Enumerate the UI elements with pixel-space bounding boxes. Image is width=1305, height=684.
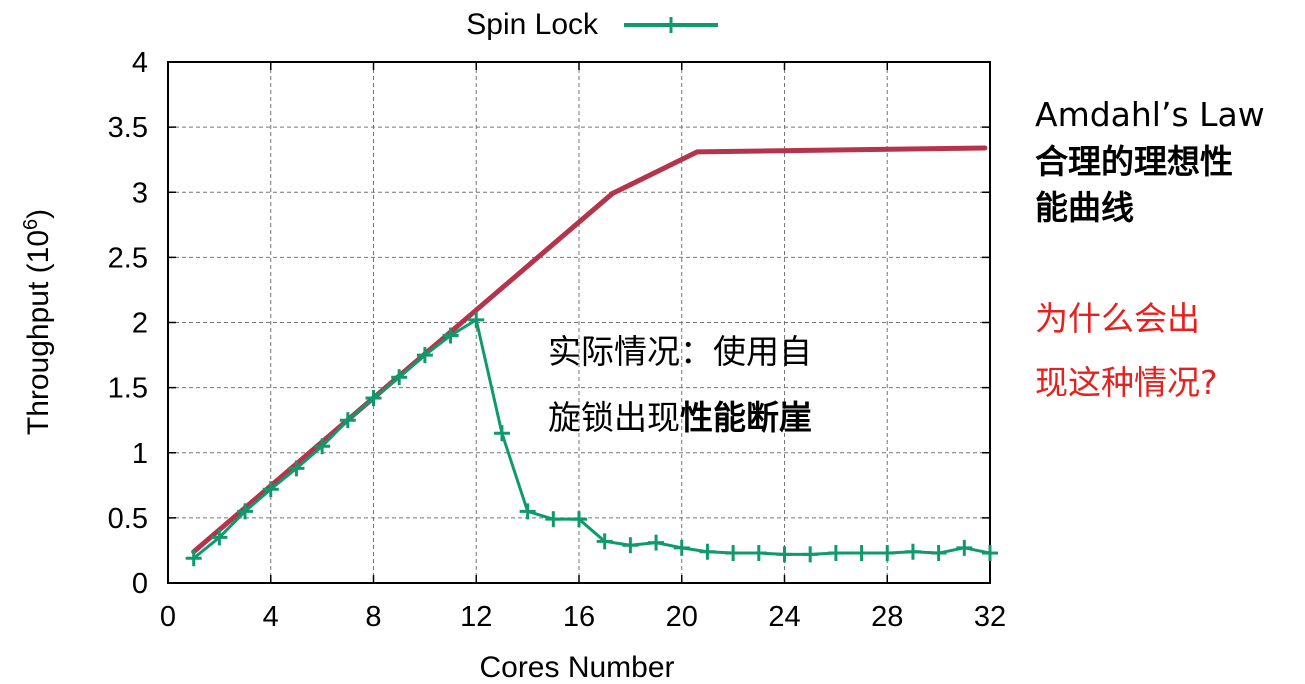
annotation-line-2-normal: 旋锁出现 [548,398,680,437]
question-line-2: 现这种情况? [1035,363,1218,402]
y-tick-label: 2 [132,308,148,340]
spin-lock-point [956,539,973,556]
spin-lock-point [288,460,305,477]
spin-lock-point [648,534,665,551]
question-line-1: 为什么会出 [1035,299,1200,338]
spin-lock-point [468,311,485,328]
spin-lock-point [853,545,870,562]
axes [167,61,991,584]
y-tick-label: 1.5 [108,373,148,405]
spin-lock-point [365,390,382,407]
spin-lock-point [827,545,844,562]
spin-lock-point [314,438,331,455]
spin-lock-point [982,545,998,562]
plot-series [185,145,998,567]
spin-lock-point [802,546,819,563]
annotation-line-2: 旋锁出现性能断崖 [548,398,812,437]
x-tick-label: 8 [365,601,381,633]
spin-lock-point [750,545,767,562]
spin-lock-point [930,545,947,562]
x-tick-label: 16 [563,601,595,633]
spin-lock-point [416,347,433,364]
x-tick-label: 28 [871,601,903,633]
x-tick-label: 4 [263,601,279,633]
spin-lock-point [262,481,279,498]
ideal-curve-note-2: 能曲线 [1035,188,1134,227]
spin-lock-point [519,503,536,520]
spin-lock-point [699,543,716,560]
grid-lines [168,62,990,583]
y-tick-label: 1 [132,438,148,470]
legend-label: Spin Lock [466,8,599,41]
spin-lock-point [211,529,228,546]
spin-lock-point [596,533,613,550]
spin-lock-point [879,545,896,562]
spin-lock-point [545,511,562,528]
y-tick-label: 2.5 [108,242,148,274]
spin-lock-point [391,369,408,386]
spin-lock-point [237,503,254,520]
spin-lock-point [673,539,690,556]
tick-labels: 0 4 8 12 16 20 24 28 32 0 0.5 1 1.5 2 2.5 3 3.5 4 [108,47,1006,633]
x-tick-label: 24 [768,601,800,633]
x-tick-label: 32 [974,601,1006,633]
right-annotation: Amdahl’s Law 合理的理想性 能曲线 为什么会出 现这种情况? [1035,95,1265,402]
ideal-curve-note-1: 合理的理想性 [1035,142,1233,181]
legend: Spin Lock [466,8,718,41]
y-tick-label: 3.5 [108,112,148,144]
y-tick-label: 0.5 [108,503,148,535]
spin-lock-point [776,546,793,563]
x-axis-title: Cores Number [479,651,674,684]
annotation-line-1: 实际情况：使用自 [548,332,812,371]
y-axis-title-exponent: 6 [20,219,42,230]
y-axis-title-close: ) [22,209,55,219]
x-tick-label: 0 [160,601,176,633]
spin-lock-point [442,327,459,344]
x-tick-label: 12 [460,601,492,633]
middle-annotation: 实际情况：使用自 旋锁出现性能断崖 [548,332,812,437]
y-tick-label: 0 [132,568,148,600]
y-tick-label: 3 [132,177,148,209]
amdahl-title: Amdahl’s Law [1035,95,1265,134]
y-axis-title-base: Throughput (10 [22,230,55,435]
annotation-line-2-bold: 性能断崖 [680,398,812,437]
x-tick-label: 20 [666,601,698,633]
spin-lock-point [622,537,639,554]
spin-lock-point [725,545,742,562]
spin-lock-point [493,425,510,442]
spin-lock-point [571,511,587,528]
y-tick-label: 4 [132,47,148,79]
spin-lock-point [185,550,202,567]
y-axis-title: Throughput (106) [20,209,55,435]
spin-lock-point [904,543,921,560]
spin-lock-point [339,412,356,429]
